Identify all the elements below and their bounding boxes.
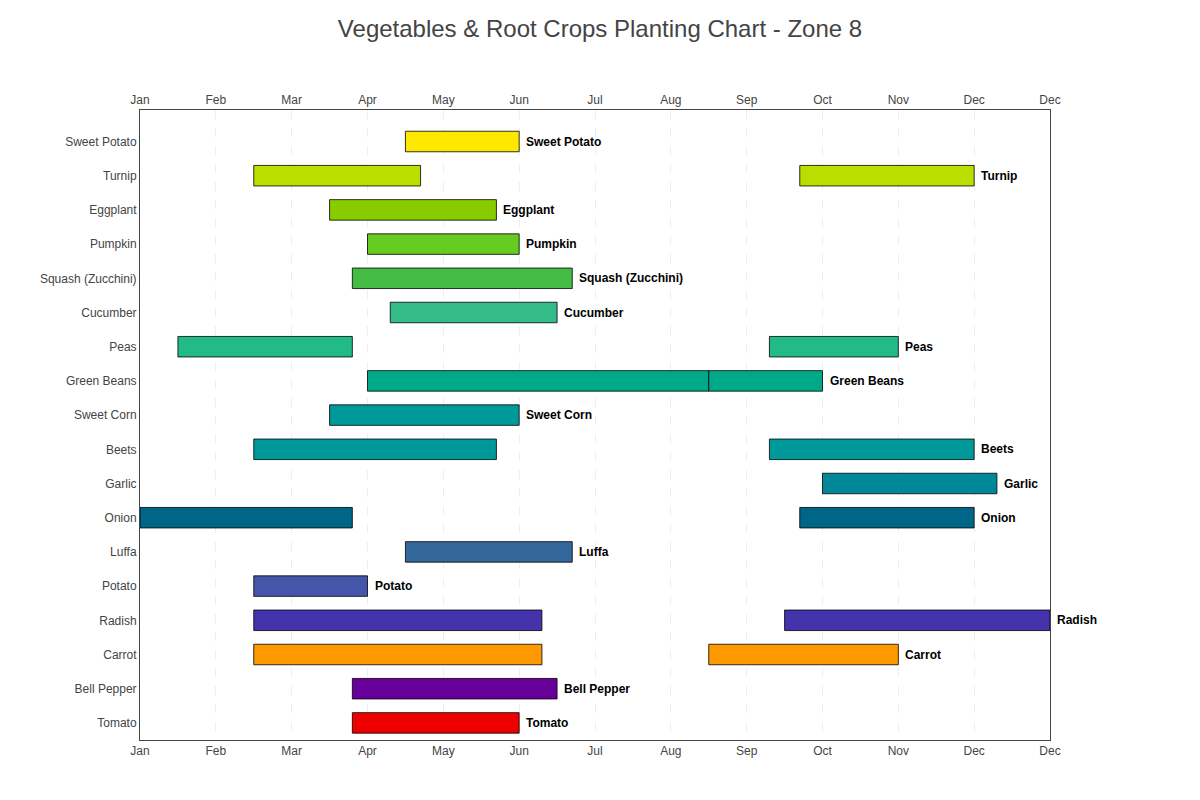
svg-text:Jul: Jul [587, 93, 602, 107]
svg-text:Feb: Feb [205, 744, 226, 758]
svg-text:Turnip: Turnip [981, 169, 1017, 183]
svg-text:Dec: Dec [963, 93, 984, 107]
svg-text:May: May [432, 744, 455, 758]
svg-text:Peas: Peas [905, 340, 933, 354]
svg-text:Beets: Beets [981, 442, 1014, 456]
svg-text:Vegetables & Root Crops Planti: Vegetables & Root Crops Planting Chart -… [338, 15, 862, 42]
svg-text:Eggplant: Eggplant [89, 203, 137, 217]
svg-text:Potato: Potato [375, 579, 412, 593]
svg-text:Mar: Mar [281, 744, 302, 758]
svg-text:Aug: Aug [660, 93, 681, 107]
svg-text:Onion: Onion [981, 511, 1016, 525]
svg-text:Nov: Nov [888, 93, 909, 107]
svg-text:Jun: Jun [509, 744, 528, 758]
svg-text:Radish: Radish [99, 614, 136, 628]
svg-text:Pumpkin: Pumpkin [90, 237, 137, 251]
svg-text:Jan: Jan [130, 93, 149, 107]
svg-text:Cucumber: Cucumber [81, 306, 136, 320]
svg-text:Potato: Potato [102, 579, 137, 593]
svg-text:Eggplant: Eggplant [503, 203, 554, 217]
svg-text:Jul: Jul [587, 744, 602, 758]
svg-text:Turnip: Turnip [103, 169, 137, 183]
svg-text:Squash (Zucchini): Squash (Zucchini) [40, 272, 137, 286]
svg-text:Beets: Beets [106, 443, 137, 457]
svg-text:Peas: Peas [109, 340, 136, 354]
svg-text:Cucumber: Cucumber [564, 306, 624, 320]
svg-text:Oct: Oct [813, 93, 832, 107]
svg-text:Aug: Aug [660, 744, 681, 758]
svg-text:Tomato: Tomato [97, 716, 137, 730]
svg-text:Luffa: Luffa [110, 545, 137, 559]
svg-text:Sep: Sep [736, 744, 758, 758]
svg-text:Apr: Apr [358, 93, 377, 107]
svg-text:Sweet Potato: Sweet Potato [526, 135, 601, 149]
svg-text:Nov: Nov [888, 744, 909, 758]
svg-text:Onion: Onion [105, 511, 137, 525]
svg-text:Squash (Zucchini): Squash (Zucchini) [579, 271, 683, 285]
svg-text:Sep: Sep [736, 93, 758, 107]
svg-text:Mar: Mar [281, 93, 302, 107]
svg-text:Tomato: Tomato [526, 716, 568, 730]
svg-text:Oct: Oct [813, 744, 832, 758]
svg-text:Carrot: Carrot [103, 648, 137, 662]
svg-text:Garlic: Garlic [1004, 477, 1038, 491]
svg-text:Dec: Dec [1039, 744, 1060, 758]
svg-text:Jun: Jun [509, 93, 528, 107]
svg-text:Luffa: Luffa [579, 545, 609, 559]
svg-text:Dec: Dec [963, 744, 984, 758]
svg-text:Jan: Jan [130, 744, 149, 758]
svg-text:Dec: Dec [1039, 93, 1060, 107]
svg-text:Green Beans: Green Beans [66, 374, 137, 388]
svg-text:Bell Pepper: Bell Pepper [75, 682, 137, 696]
svg-text:Green Beans: Green Beans [830, 374, 904, 388]
svg-text:Garlic: Garlic [105, 477, 136, 491]
svg-text:Apr: Apr [358, 744, 377, 758]
svg-text:Pumpkin: Pumpkin [526, 237, 577, 251]
svg-text:Feb: Feb [205, 93, 226, 107]
svg-text:Sweet Potato: Sweet Potato [65, 135, 137, 149]
svg-text:Radish: Radish [1057, 613, 1097, 627]
svg-text:Carrot: Carrot [905, 648, 941, 662]
svg-text:Sweet Corn: Sweet Corn [74, 408, 137, 422]
svg-text:Sweet Corn: Sweet Corn [526, 408, 592, 422]
svg-text:Bell Pepper: Bell Pepper [564, 682, 630, 696]
svg-text:May: May [432, 93, 455, 107]
